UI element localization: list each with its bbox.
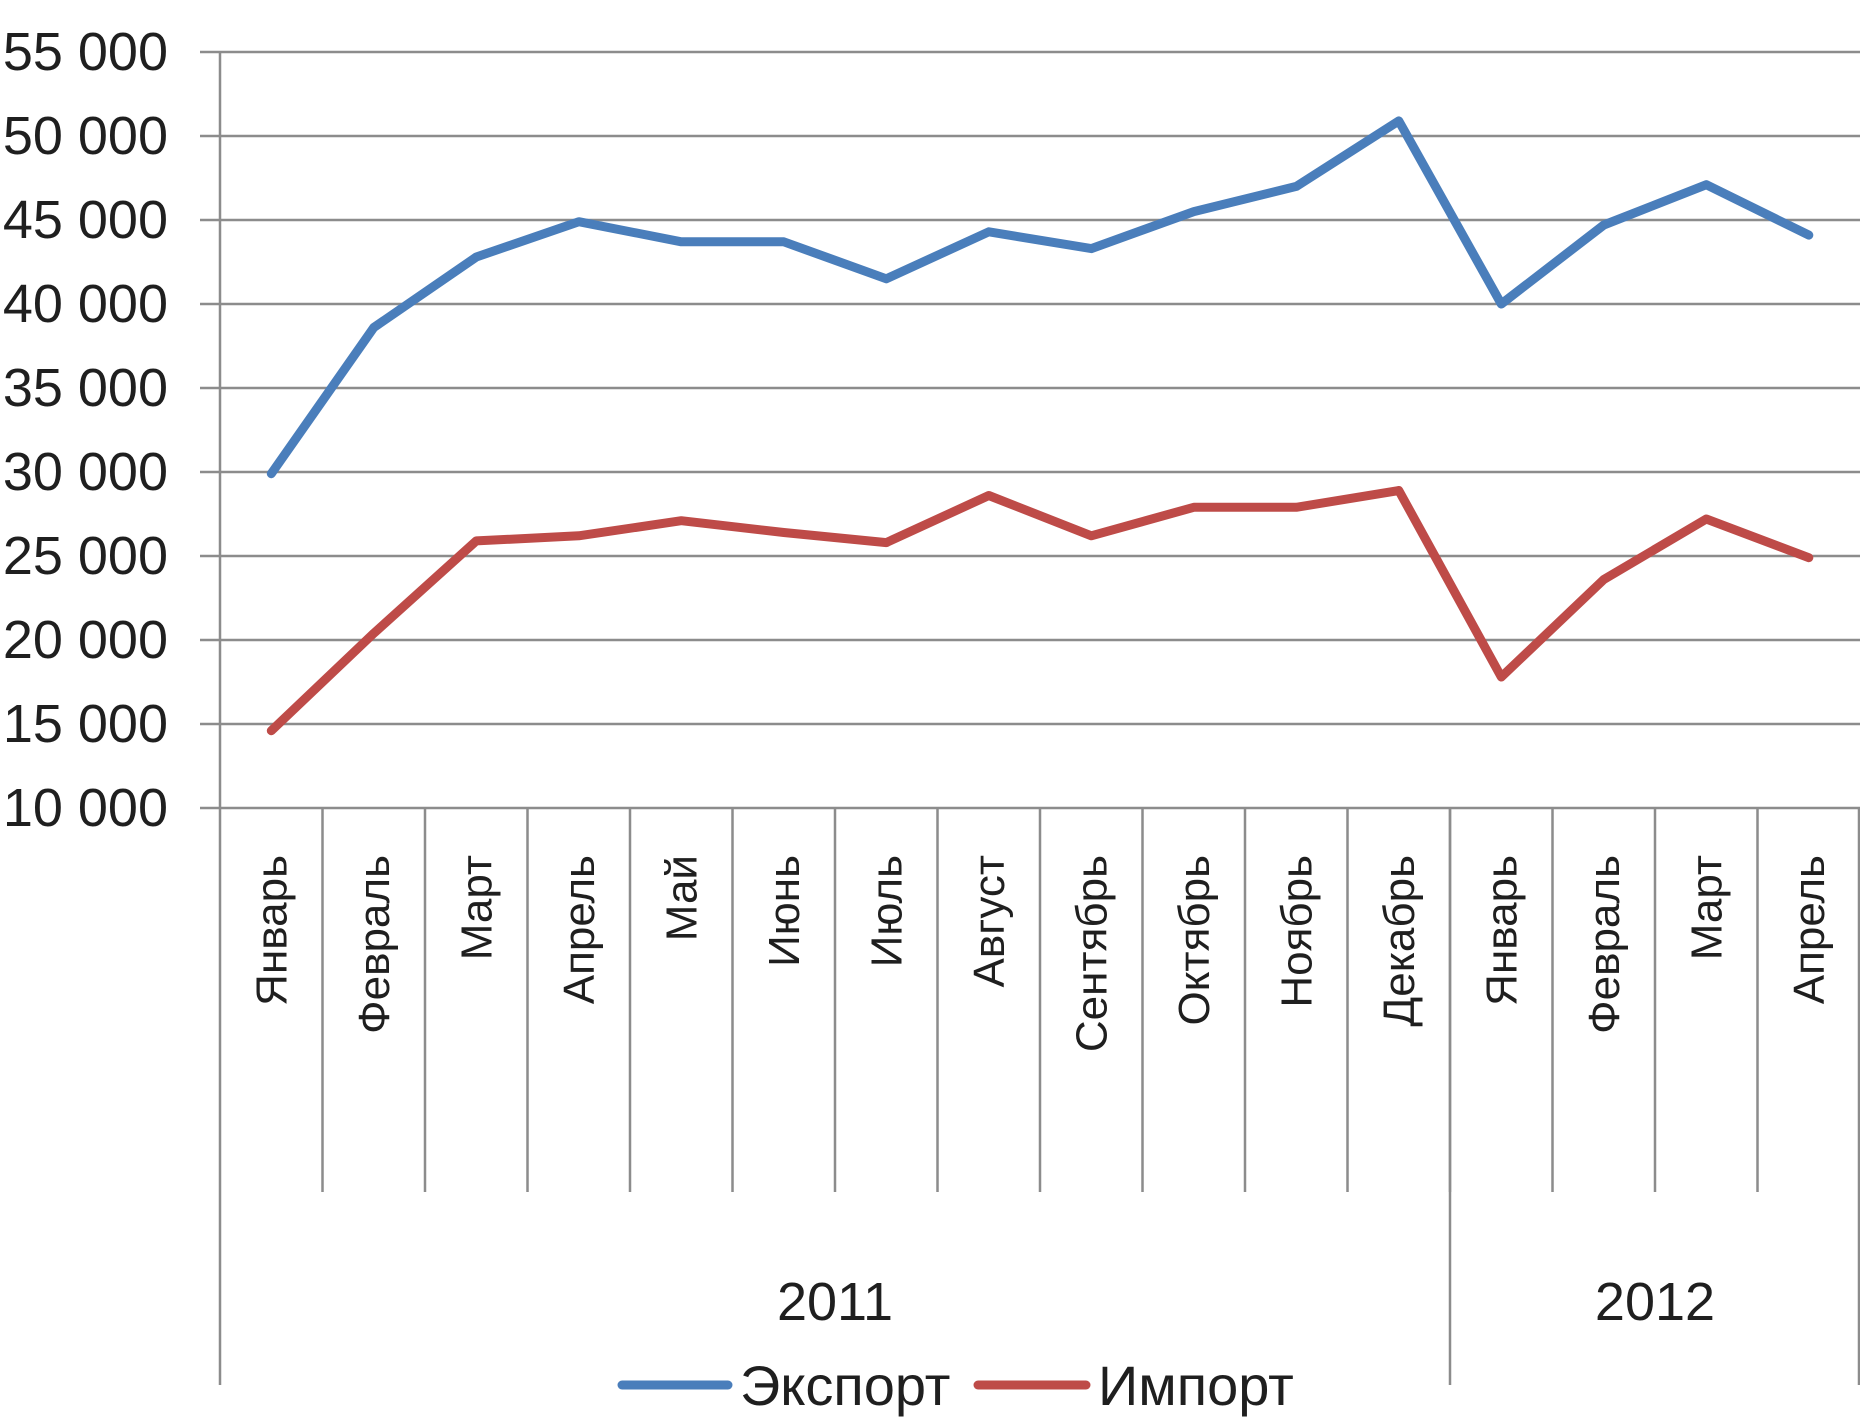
x-axis-tick-labels: Январь Февраль Март Апрель Май Июнь Июль Август… — [247, 855, 1834, 1052]
series-line-0 — [266, 116, 1814, 479]
x-tick-label: Март — [1682, 855, 1731, 960]
y-tick-label: 45 000 — [3, 190, 168, 250]
y-tick-label: 40 000 — [3, 274, 168, 334]
x-tick-label: Январь — [1477, 855, 1526, 1006]
y-tick-label: 10 000 — [3, 778, 168, 838]
x-tick-label: Ноябрь — [1272, 855, 1321, 1008]
x-tick-label: Февраль — [350, 855, 399, 1034]
x-group-label: 2011 — [777, 1272, 893, 1332]
series-lines — [266, 116, 1814, 736]
y-tick-label: 30 000 — [3, 442, 168, 502]
y-tick-label: 25 000 — [3, 526, 168, 586]
x-tick-label: Июнь — [760, 855, 809, 967]
legend-label: Экспорт — [740, 1354, 950, 1417]
axes — [218, 52, 1860, 1385]
y-tick-label: 20 000 — [3, 610, 168, 670]
y-tick-label: 15 000 — [3, 694, 168, 754]
x-tick-label: Сентябрь — [1067, 855, 1116, 1052]
x-tick-label: Апрель — [555, 855, 604, 1004]
x-group-label: 2012 — [1595, 1272, 1715, 1332]
legend-label: Импорт — [1098, 1354, 1294, 1417]
y-tick-label: 55 000 — [3, 22, 168, 82]
x-axis-year-groups: 2011 2012 — [777, 808, 1715, 1385]
x-tick-label: Август — [965, 855, 1014, 987]
x-tick-label: Январь — [247, 855, 296, 1006]
x-tick-label: Март — [452, 855, 501, 960]
gridlines — [200, 50, 1860, 810]
legend: Экспорт Импорт — [617, 1354, 1294, 1417]
x-tick-label: Декабрь — [1375, 855, 1424, 1027]
y-tick-label: 35 000 — [3, 358, 168, 418]
y-axis-tick-labels: 10 000 15 000 20 000 25 000 30 000 35 000 40 0… — [3, 22, 168, 838]
x-tick-label: Июль — [862, 855, 911, 967]
x-tick-label: Май — [657, 855, 706, 941]
x-tick-label: Апрель — [1785, 855, 1834, 1004]
x-tick-label: Октябрь — [1170, 855, 1219, 1026]
series-line-1 — [266, 486, 1814, 736]
y-tick-label: 50 000 — [3, 106, 168, 166]
x-tick-label: Февраль — [1580, 855, 1629, 1034]
